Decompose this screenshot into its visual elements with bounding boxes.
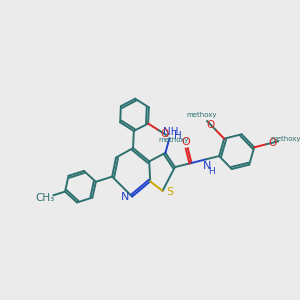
Text: H: H [208, 167, 215, 176]
Text: methoxy: methoxy [270, 136, 300, 142]
Text: O: O [160, 129, 168, 139]
Text: methoxy: methoxy [159, 137, 189, 143]
Text: N: N [121, 192, 130, 202]
Text: methoxy: methoxy [186, 112, 217, 118]
Text: N: N [203, 161, 212, 171]
Text: S: S [167, 187, 174, 197]
Text: CH₃: CH₃ [35, 193, 55, 203]
Text: O: O [182, 137, 190, 147]
Text: O: O [268, 138, 277, 148]
Text: NH: NH [163, 128, 178, 137]
Text: O: O [207, 120, 215, 130]
Text: H: H [174, 131, 182, 141]
